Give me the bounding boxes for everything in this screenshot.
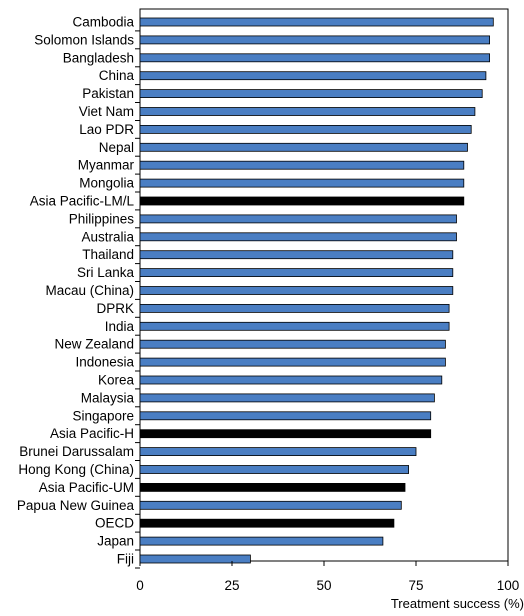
bar-macau-china: [139, 286, 454, 295]
category-label-lao-pdr: Lao PDR: [79, 122, 134, 137]
bar-malaysia: [139, 393, 435, 403]
bar-thailand: [139, 250, 454, 260]
bar-japan: [139, 536, 384, 546]
category-label-hong-kong-china: Hong Kong (China): [18, 462, 134, 477]
bar-asia-pacific-lm-l: [139, 196, 465, 206]
category-label-pakistan: Pakistan: [82, 86, 134, 101]
category-label-mongolia: Mongolia: [79, 176, 134, 191]
bar-mongolia: [139, 178, 465, 188]
bar-pakistan: [139, 89, 483, 98]
category-label-myanmar: Myanmar: [78, 158, 135, 173]
x-axis: 0 25 50 75 100: [136, 561, 519, 593]
category-label-asia-pacific-h: Asia Pacific-H: [50, 426, 134, 441]
x-tick-label-75: 75: [408, 578, 423, 593]
bar-philippines: [139, 214, 457, 224]
bar-oecd: [139, 518, 395, 528]
bar-asia-pacific-h: [139, 429, 432, 439]
bar-viet-nam: [139, 107, 476, 116]
bar-china: [139, 71, 487, 81]
category-labels: Cambodia Solomon Islands Bangladesh China Pa…: [17, 15, 135, 567]
bar-india: [139, 321, 450, 331]
category-label-philippines: Philippines: [69, 211, 135, 226]
category-label-indonesia: Indonesia: [75, 355, 134, 370]
bar-papua-new-guinea: [139, 500, 402, 510]
category-label-fiji: Fiji: [117, 552, 134, 567]
category-label-oecd: OECD: [95, 516, 134, 531]
category-label-new-zealand: New Zealand: [54, 337, 134, 352]
bar-fiji: [139, 554, 251, 564]
category-label-malaysia: Malaysia: [81, 390, 135, 405]
category-label-dprk: DPRK: [96, 301, 134, 316]
category-label-japan: Japan: [97, 534, 134, 549]
bar-singapore: [139, 411, 432, 421]
category-label-asia-pacific-um: Asia Pacific-UM: [39, 480, 134, 495]
category-label-solomon-islands: Solomon Islands: [34, 32, 134, 47]
category-label-thailand: Thailand: [82, 247, 134, 262]
category-label-viet-nam: Viet Nam: [79, 104, 134, 119]
category-label-bangladesh: Bangladesh: [63, 50, 134, 65]
bar-hong-kong-china: [139, 465, 410, 474]
category-label-korea: Korea: [98, 373, 135, 388]
category-label-china: China: [99, 68, 135, 83]
x-tick-label-0: 0: [136, 578, 144, 593]
category-label-nepal: Nepal: [99, 140, 134, 155]
bar-cambodia: [139, 17, 494, 27]
bar-asia-pacific-um: [139, 482, 406, 492]
bar-australia: [139, 232, 457, 242]
bar-bangladesh: [139, 53, 491, 63]
bar-sri-lanka: [139, 268, 454, 278]
category-label-cambodia: Cambodia: [72, 15, 134, 30]
bar-brunei-darussalam: [139, 447, 417, 457]
bar-dprk: [139, 303, 450, 313]
x-tick-label-50: 50: [316, 578, 331, 593]
x-axis-title: Treatment success (%): [391, 596, 524, 611]
bars-layer: [135, 17, 494, 569]
bar-solomon-islands: [139, 35, 491, 45]
category-label-singapore: Singapore: [72, 408, 134, 423]
category-label-asia-pacific-lm-l: Asia Pacific-LM/L: [30, 194, 135, 209]
x-tick-label-100: 100: [497, 578, 520, 593]
category-label-australia: Australia: [81, 229, 134, 244]
bar-myanmar: [139, 160, 465, 170]
bar-korea: [139, 375, 443, 385]
x-tick-label-25: 25: [224, 578, 239, 593]
category-label-macau-china: Macau (China): [45, 283, 134, 298]
bar-new-zealand: [139, 339, 446, 349]
bar-nepal: [139, 142, 468, 152]
category-label-brunei-darussalam: Brunei Darussalam: [19, 444, 134, 459]
category-label-sri-lanka: Sri Lanka: [77, 265, 135, 280]
category-label-india: India: [105, 319, 135, 334]
bar-indonesia: [139, 357, 446, 367]
category-label-papua-new-guinea: Papua New Guinea: [17, 498, 135, 513]
bar-lao-pdr: [139, 125, 472, 134]
